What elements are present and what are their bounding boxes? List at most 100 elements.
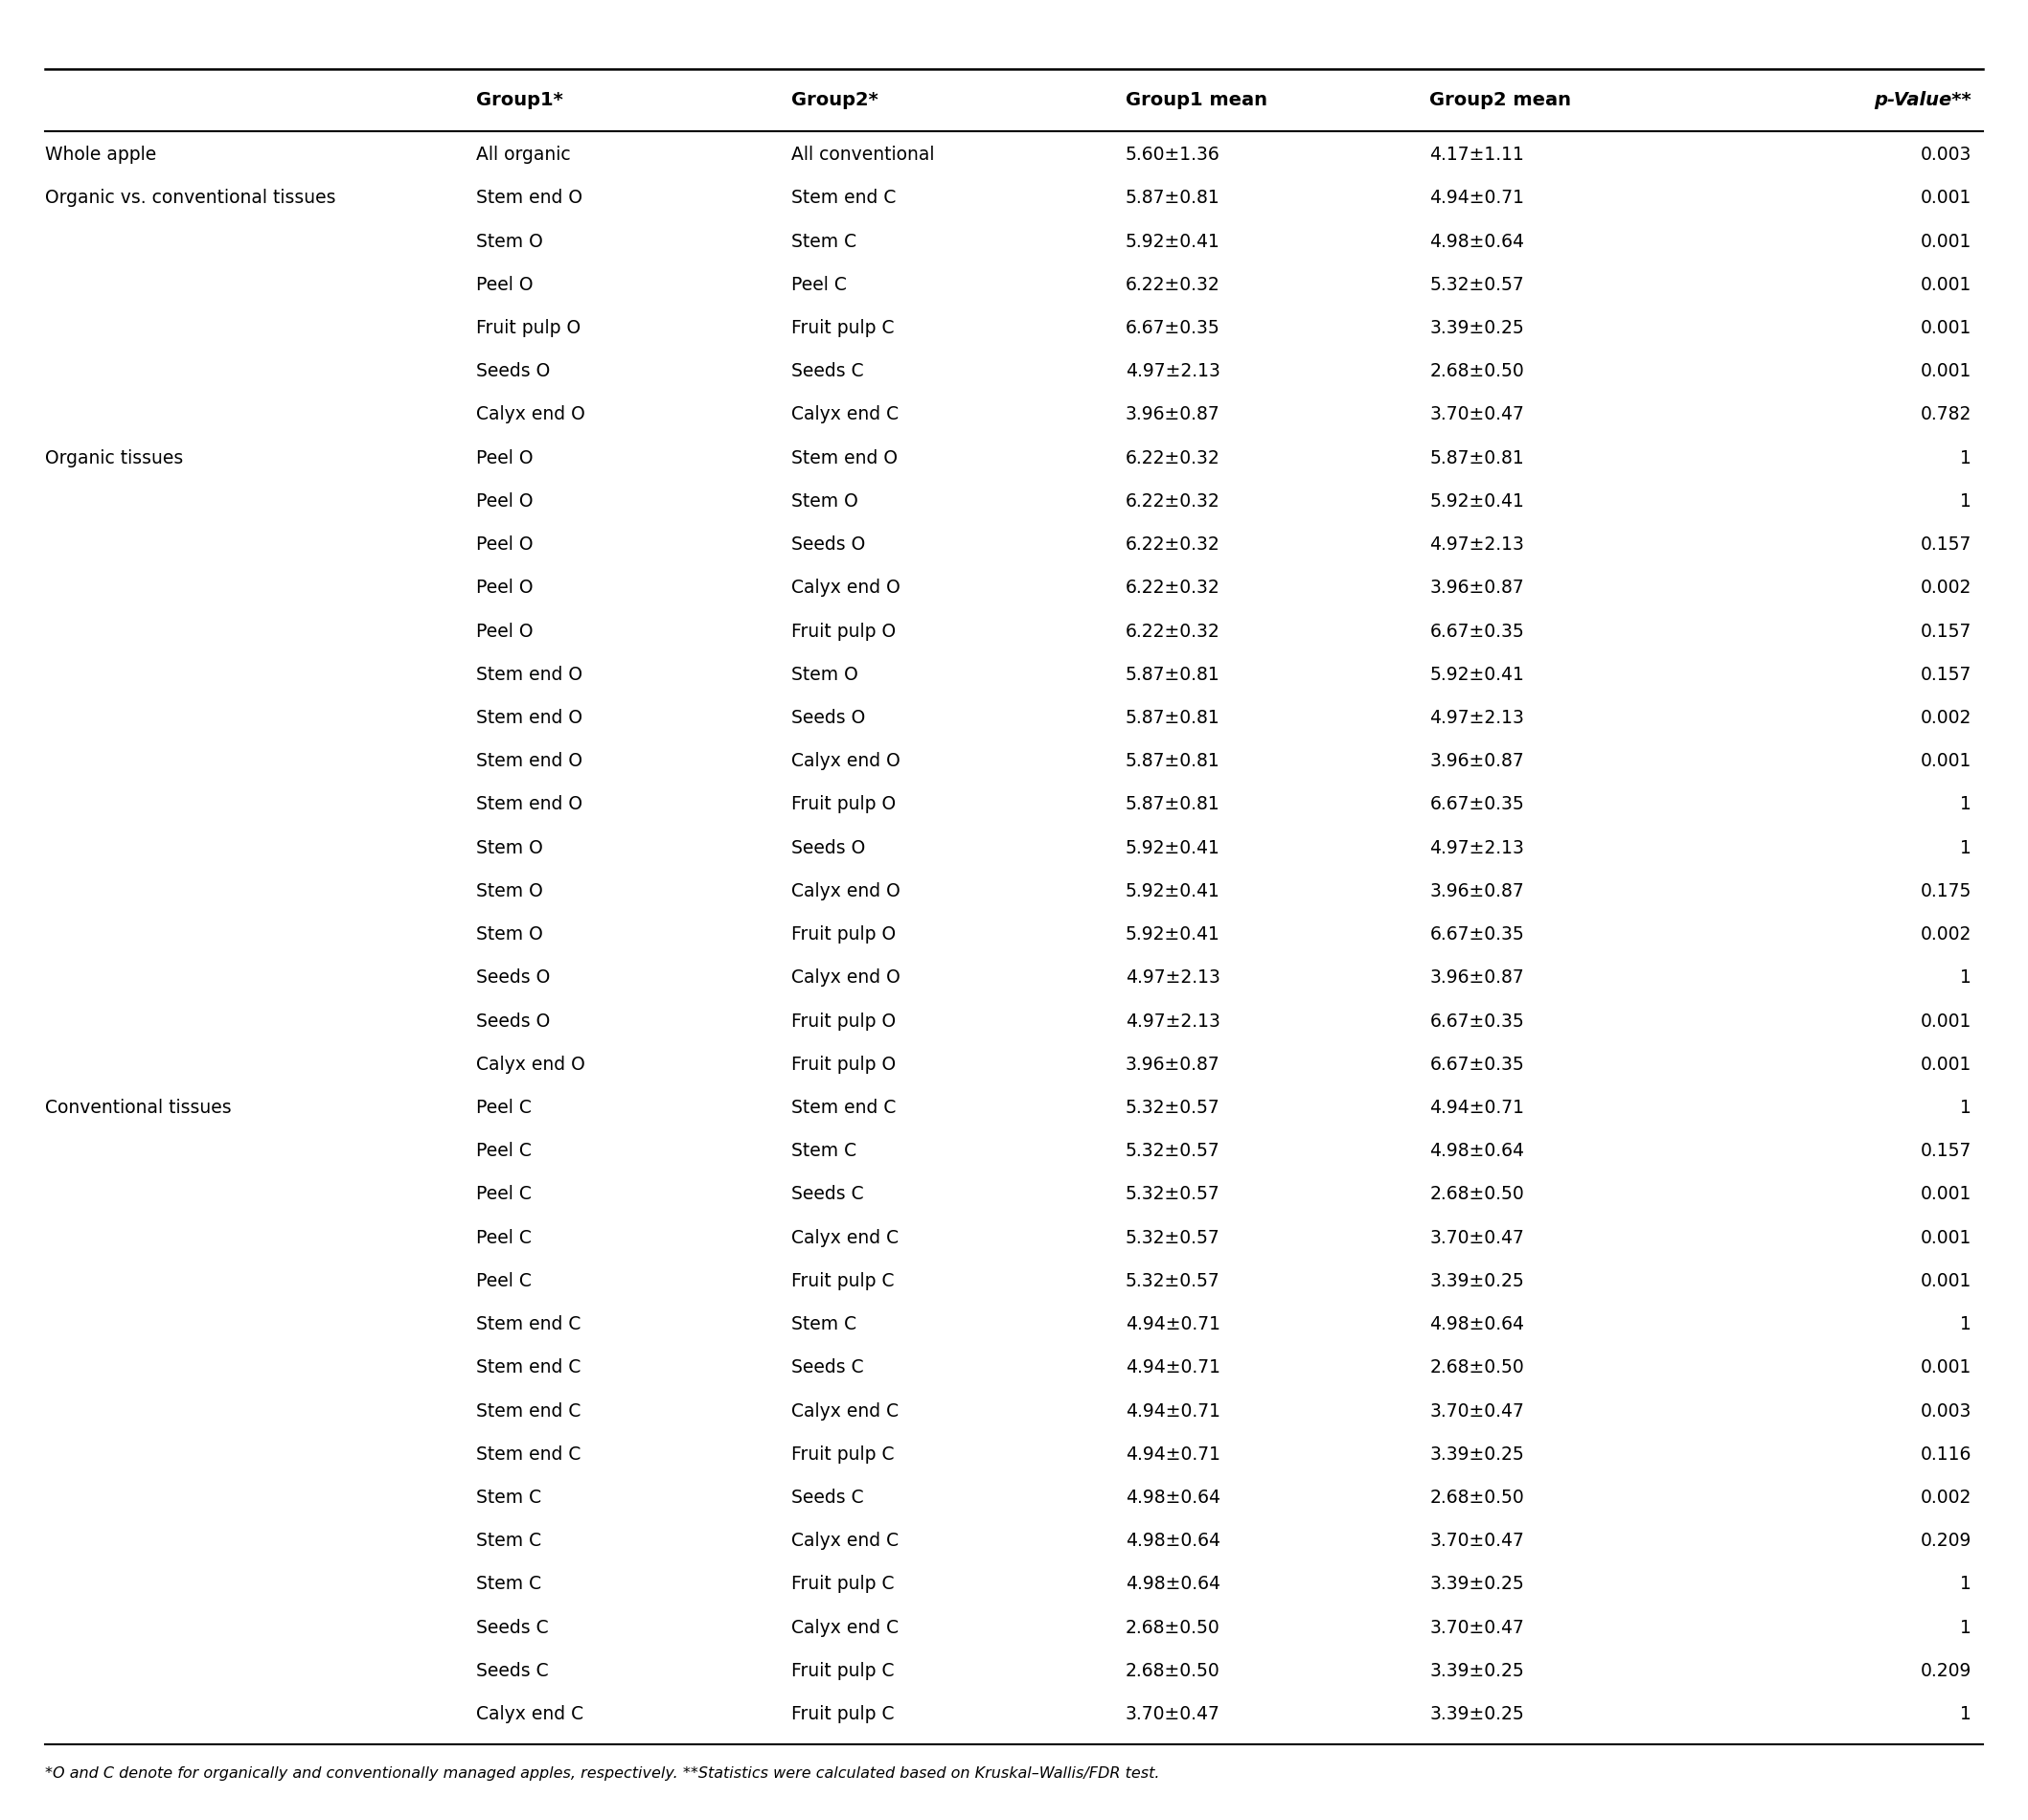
Text: 6.22±0.32: 6.22±0.32 — [1126, 275, 1221, 293]
Text: 5.92±0.41: 5.92±0.41 — [1126, 883, 1221, 901]
Text: 3.96±0.87: 3.96±0.87 — [1430, 752, 1525, 770]
Text: 2.68±0.50: 2.68±0.50 — [1430, 362, 1525, 380]
Text: 1: 1 — [1959, 795, 1971, 814]
Text: 4.98±0.64: 4.98±0.64 — [1430, 233, 1525, 251]
Text: Peel C: Peel C — [477, 1272, 531, 1290]
Text: Fruit pulp C: Fruit pulp C — [791, 1445, 894, 1463]
Text: Calyx end C: Calyx end C — [791, 1618, 898, 1636]
Text: 0.002: 0.002 — [1921, 925, 1971, 943]
Text: Seeds O: Seeds O — [791, 708, 864, 726]
Text: Stem end C: Stem end C — [791, 189, 896, 207]
Text: 0.001: 0.001 — [1921, 233, 1971, 251]
Text: Stem O: Stem O — [791, 666, 858, 684]
Text: 6.22±0.32: 6.22±0.32 — [1126, 491, 1221, 510]
Text: Stem end O: Stem end O — [477, 666, 582, 684]
Text: 6.22±0.32: 6.22±0.32 — [1126, 579, 1221, 597]
Text: 0.003: 0.003 — [1921, 1401, 1971, 1420]
Text: 4.97±2.13: 4.97±2.13 — [1430, 708, 1525, 726]
Text: 2.68±0.50: 2.68±0.50 — [1430, 1185, 1525, 1203]
Text: 4.94±0.71: 4.94±0.71 — [1126, 1358, 1221, 1376]
Text: Seeds C: Seeds C — [791, 1489, 864, 1507]
Text: Fruit pulp O: Fruit pulp O — [791, 1012, 896, 1030]
Text: Fruit pulp O: Fruit pulp O — [791, 622, 896, 641]
Text: 3.39±0.25: 3.39±0.25 — [1430, 318, 1525, 337]
Text: 0.001: 0.001 — [1921, 752, 1971, 770]
Text: 4.94±0.71: 4.94±0.71 — [1126, 1316, 1221, 1334]
Text: All conventional: All conventional — [791, 146, 935, 164]
Text: 2.68±0.50: 2.68±0.50 — [1126, 1618, 1221, 1636]
Text: 3.96±0.87: 3.96±0.87 — [1126, 406, 1221, 424]
Text: 5.92±0.41: 5.92±0.41 — [1126, 925, 1221, 943]
Text: 0.001: 0.001 — [1921, 1056, 1971, 1074]
Text: Seeds C: Seeds C — [477, 1618, 550, 1636]
Text: 0.002: 0.002 — [1921, 1489, 1971, 1507]
Text: 1: 1 — [1959, 1705, 1971, 1724]
Text: 2.68±0.50: 2.68±0.50 — [1126, 1662, 1221, 1680]
Text: Fruit pulp C: Fruit pulp C — [791, 1272, 894, 1290]
Text: Group2 mean: Group2 mean — [1430, 91, 1572, 109]
Text: 5.87±0.81: 5.87±0.81 — [1126, 708, 1221, 726]
Text: Calyx end O: Calyx end O — [791, 752, 900, 770]
Text: Seeds C: Seeds C — [791, 1358, 864, 1376]
Text: Stem C: Stem C — [477, 1489, 541, 1507]
Text: 3.70±0.47: 3.70±0.47 — [1126, 1705, 1221, 1724]
Text: 4.17±1.11: 4.17±1.11 — [1430, 146, 1525, 164]
Text: 3.96±0.87: 3.96±0.87 — [1430, 968, 1525, 986]
Text: 1: 1 — [1959, 1574, 1971, 1592]
Text: 0.157: 0.157 — [1921, 535, 1971, 553]
Text: 4.98±0.64: 4.98±0.64 — [1430, 1141, 1525, 1159]
Text: 6.22±0.32: 6.22±0.32 — [1126, 622, 1221, 641]
Text: Fruit pulp C: Fruit pulp C — [791, 1705, 894, 1724]
Text: Calyx end C: Calyx end C — [791, 1532, 898, 1551]
Text: Seeds C: Seeds C — [791, 362, 864, 380]
Text: 2.68±0.50: 2.68±0.50 — [1430, 1358, 1525, 1376]
Text: 3.70±0.47: 3.70±0.47 — [1430, 1401, 1525, 1420]
Text: 5.87±0.81: 5.87±0.81 — [1126, 189, 1221, 207]
Text: 5.32±0.57: 5.32±0.57 — [1126, 1185, 1221, 1203]
Text: Calyx end C: Calyx end C — [791, 1228, 898, 1247]
Text: 6.67±0.35: 6.67±0.35 — [1430, 1012, 1525, 1030]
Text: 0.001: 0.001 — [1921, 1185, 1971, 1203]
Text: Group1 mean: Group1 mean — [1126, 91, 1268, 109]
Text: Peel C: Peel C — [477, 1141, 531, 1159]
Text: 4.98±0.64: 4.98±0.64 — [1430, 1316, 1525, 1334]
Text: 3.96±0.87: 3.96±0.87 — [1430, 579, 1525, 597]
Text: Group1*: Group1* — [477, 91, 564, 109]
Text: Seeds O: Seeds O — [791, 839, 864, 857]
Text: p-Value**: p-Value** — [1874, 91, 1971, 109]
Text: 0.116: 0.116 — [1921, 1445, 1971, 1463]
Text: 0.175: 0.175 — [1921, 883, 1971, 901]
Text: 5.87±0.81: 5.87±0.81 — [1126, 666, 1221, 684]
Text: 0.157: 0.157 — [1921, 1141, 1971, 1159]
Text: Fruit pulp C: Fruit pulp C — [791, 1662, 894, 1680]
Text: Fruit pulp C: Fruit pulp C — [791, 318, 894, 337]
Text: 1: 1 — [1959, 1099, 1971, 1117]
Text: Stem end O: Stem end O — [791, 450, 896, 468]
Text: 3.96±0.87: 3.96±0.87 — [1126, 1056, 1221, 1074]
Text: 5.92±0.41: 5.92±0.41 — [1430, 666, 1525, 684]
Text: 3.70±0.47: 3.70±0.47 — [1430, 1618, 1525, 1636]
Text: 0.001: 0.001 — [1921, 1012, 1971, 1030]
Text: 4.97±2.13: 4.97±2.13 — [1126, 1012, 1221, 1030]
Text: 4.97±2.13: 4.97±2.13 — [1430, 535, 1525, 553]
Text: Stem C: Stem C — [477, 1532, 541, 1551]
Text: Calyx end C: Calyx end C — [477, 1705, 584, 1724]
Text: 0.157: 0.157 — [1921, 666, 1971, 684]
Text: 5.32±0.57: 5.32±0.57 — [1126, 1141, 1221, 1159]
Text: Fruit pulp O: Fruit pulp O — [791, 925, 896, 943]
Text: 5.92±0.41: 5.92±0.41 — [1126, 839, 1221, 857]
Text: Peel C: Peel C — [477, 1099, 531, 1117]
Text: Organic tissues: Organic tissues — [45, 450, 183, 468]
Text: 1: 1 — [1959, 968, 1971, 986]
Text: 4.94±0.71: 4.94±0.71 — [1430, 189, 1525, 207]
Text: Stem end C: Stem end C — [791, 1099, 896, 1117]
Text: Fruit pulp O: Fruit pulp O — [791, 795, 896, 814]
Text: 1: 1 — [1959, 491, 1971, 510]
Text: Calyx end O: Calyx end O — [791, 968, 900, 986]
Text: 6.67±0.35: 6.67±0.35 — [1430, 795, 1525, 814]
Text: 6.22±0.32: 6.22±0.32 — [1126, 450, 1221, 468]
Text: 4.94±0.71: 4.94±0.71 — [1126, 1445, 1221, 1463]
Text: Stem O: Stem O — [477, 233, 544, 251]
Text: 0.209: 0.209 — [1921, 1532, 1971, 1551]
Text: Stem end O: Stem end O — [477, 708, 582, 726]
